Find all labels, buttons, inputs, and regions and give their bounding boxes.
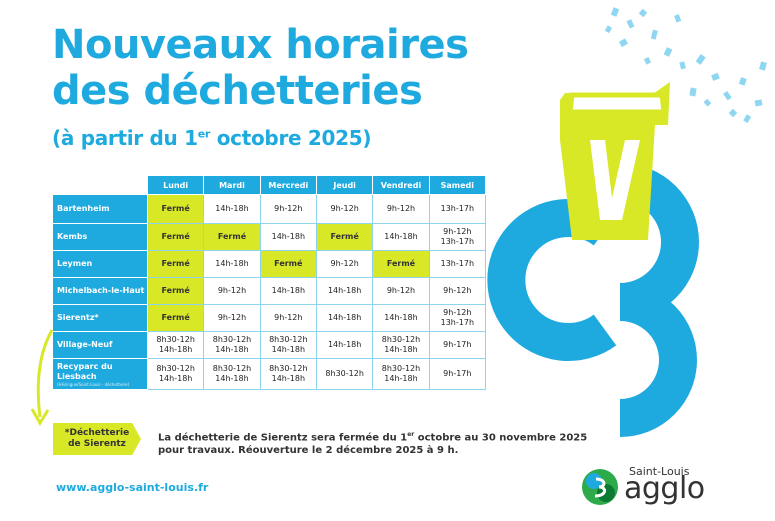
place-name: Bartenheim — [52, 194, 148, 224]
note-text-part-1: La déchetterie de Sierentz sera fermée d… — [158, 432, 408, 444]
table-row: Bartenheim Fermé 14h-18h 9h-12h 9h-12h 9h-12h… — [52, 194, 487, 224]
day-header: Mercredi — [259, 175, 317, 195]
place-name: Recyparc du Liesbach (Hésingue/Saint-Loui… — [52, 358, 148, 390]
place-name: Village-Neuf — [52, 331, 148, 359]
header-corner — [52, 175, 148, 195]
hours-cell: 14h-18h — [259, 277, 317, 305]
header-row: Lundi Mardi Mercredi Jeudi Vendredi Same… — [52, 175, 487, 195]
hours-cell: 8h30-12h 14h-18h — [146, 331, 205, 359]
title-line-1: Nouveaux horaires — [52, 22, 469, 68]
note-text-part-2: octobre au 30 novembre 2025 pour travaux… — [158, 432, 588, 457]
hours-cell: 9h-12h — [428, 277, 487, 305]
logo-small-text: Saint-Louis — [629, 465, 690, 478]
day-header: Samedi — [428, 175, 487, 195]
closed-cell: Fermé — [146, 223, 205, 251]
hours-cell: 9h-12h — [259, 304, 317, 332]
place-sublabel: (Hésingue/Saint-Louis - déchetterie) — [57, 381, 130, 387]
hours-cell: 9h-17h — [428, 331, 487, 359]
closed-cell: Fermé — [146, 250, 205, 278]
hours-cell: 8h30-12h 14h-18h — [203, 358, 261, 390]
closed-cell: Fermé — [146, 194, 205, 224]
hours-cell: 8h30-12h — [315, 358, 374, 390]
subtitle-superscript: er — [197, 127, 211, 141]
place-label: Recyparc du Liesbach — [57, 361, 113, 381]
hours-cell: 9h-12h — [372, 277, 430, 305]
note-superscript: er — [407, 431, 415, 438]
table-row: Michelbach-le-Haut Fermé 9h-12h 14h-18h 14h-… — [52, 277, 487, 305]
place-name: Leymen — [52, 250, 148, 278]
hours-cell: 14h-18h — [259, 223, 317, 251]
hours-cell: 8h30-12h 14h-18h — [372, 331, 430, 359]
subtitle-text: (à partir du 1 — [52, 126, 198, 150]
logo-mark-icon — [582, 469, 618, 505]
website-link[interactable]: www.agglo-saint-louis.fr — [56, 481, 209, 494]
agglo-logo: Saint-Louis agglo — [580, 465, 740, 509]
hours-cell: 14h-18h — [315, 304, 374, 332]
hours-cell: 8h30-12h 14h-18h — [203, 331, 261, 359]
table-row: Leymen Fermé 14h-18h Fermé 9h-12h Fermé 13h-17… — [52, 250, 487, 278]
closed-cell: Fermé — [372, 250, 430, 278]
hours-cell: 14h-18h — [372, 304, 430, 332]
sierentz-note-tag: *Déchetterie de Sierentz — [53, 423, 141, 455]
hours-cell: 8h30-12h 14h-18h — [146, 358, 205, 390]
hours-cell: 9h-17h — [428, 358, 487, 390]
day-header: Lundi — [146, 175, 205, 195]
poster-title: Nouveaux horaires des déchetteries — [52, 22, 469, 114]
hours-cell: 9h-12h — [203, 277, 261, 305]
closed-cell: Fermé — [259, 250, 317, 278]
table-row: Kembs Fermé Fermé 14h-18h Fermé 14h-18h 9h-12h… — [52, 223, 487, 251]
table-row: Recyparc du Liesbach (Hésingue/Saint-Loui… — [52, 358, 487, 390]
subtitle: (à partir du 1er octobre 2025) — [52, 126, 372, 150]
hours-cell: 9h-12h — [315, 250, 374, 278]
hours-cell: 9h-12h — [315, 194, 374, 224]
logo-big-text: agglo — [624, 471, 705, 506]
hours-cell: 9h-12h — [372, 194, 430, 224]
closed-cell: Fermé — [146, 277, 205, 305]
hours-cell: 8h30-12h 14h-18h — [259, 331, 317, 359]
hours-cell: 9h-12h 13h-17h — [428, 223, 487, 251]
hours-cell: 9h-12h — [203, 304, 261, 332]
place-name: Michelbach-le-Haut — [52, 277, 148, 305]
day-header: Mardi — [203, 175, 261, 195]
hours-cell: 14h-18h — [203, 250, 261, 278]
decorative-c3-graphic — [487, 7, 767, 437]
day-header: Jeudi — [315, 175, 374, 195]
hours-cell: 14h-18h — [315, 277, 374, 305]
arrow-down-icon — [30, 329, 54, 426]
hours-cell: 8h30-12h 14h-18h — [259, 358, 317, 390]
sierentz-closure-note: La déchetterie de Sierentz sera fermée d… — [158, 428, 588, 457]
table-row: Sierentz* Fermé 9h-12h 9h-12h 14h-18h 14h-18h… — [52, 304, 487, 332]
place-label: Leymen — [57, 259, 93, 268]
closed-cell: Fermé — [203, 223, 261, 251]
hours-cell: 14h-18h — [203, 194, 261, 224]
hours-cell: 14h-18h — [372, 223, 430, 251]
hours-cell: 13h-17h — [428, 194, 487, 224]
table-row: Village-Neuf 8h30-12h 14h-18h 8h30-12h 14h… — [52, 331, 487, 359]
hours-cell: 13h-17h — [428, 250, 487, 278]
hours-cell: 9h-12h — [259, 194, 317, 224]
place-label: Kembs — [57, 232, 88, 241]
closed-cell: Fermé — [315, 223, 374, 251]
place-name: Kembs — [52, 223, 148, 251]
place-label: Village-Neuf — [57, 340, 113, 349]
place-label: Sierentz* — [57, 313, 99, 322]
place-label: Bartenheim — [57, 204, 110, 213]
note-tag-line-1: *Déchetterie — [64, 428, 130, 438]
hours-cell: 9h-12h 13h-17h — [428, 304, 487, 332]
hours-cell: 8h30-12h 14h-18h — [372, 358, 430, 390]
closed-cell: Fermé — [146, 304, 205, 332]
day-header: Vendredi — [372, 175, 430, 195]
place-name: Sierentz* — [52, 304, 148, 332]
note-tag-line-2: de Sierentz — [68, 439, 126, 449]
place-label: Michelbach-le-Haut — [57, 286, 145, 295]
subtitle-date: octobre 2025) — [210, 126, 372, 150]
schedule-table: Lundi Mardi Mercredi Jeudi Vendredi Same… — [52, 175, 487, 390]
hours-cell: 14h-18h — [315, 331, 374, 359]
title-line-2: des déchetteries — [52, 68, 423, 114]
